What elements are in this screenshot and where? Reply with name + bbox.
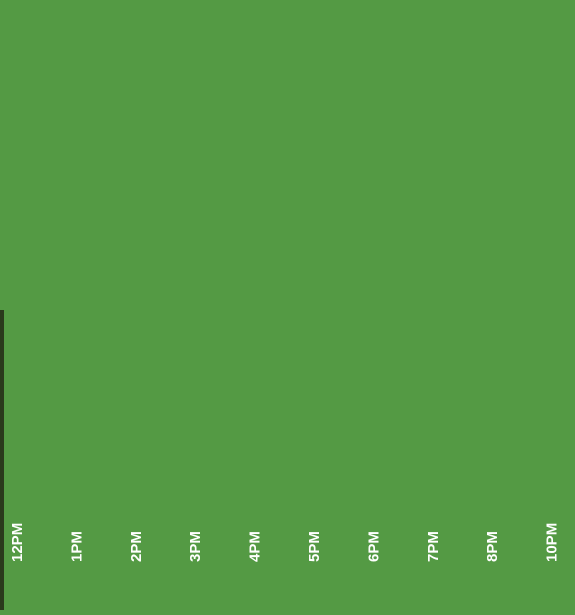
photo-edge xyxy=(0,310,4,610)
time-label: 6PM xyxy=(365,531,382,562)
time-label: 1PM xyxy=(68,531,85,562)
time-label: 3PM xyxy=(187,531,204,562)
time-label: 7PM xyxy=(425,531,442,562)
time-label: 2PM xyxy=(128,531,145,562)
time-label: 5PM xyxy=(306,531,323,562)
time-labels: 12PM 1PM 2PM 3PM 4PM 5PM 6PM 7PM 8PM 10PM xyxy=(9,523,561,562)
time-label: 4PM xyxy=(247,531,264,562)
time-label: 8PM xyxy=(484,531,501,562)
time-label: 10PM xyxy=(544,523,561,562)
time-label: 12PM xyxy=(9,523,26,562)
